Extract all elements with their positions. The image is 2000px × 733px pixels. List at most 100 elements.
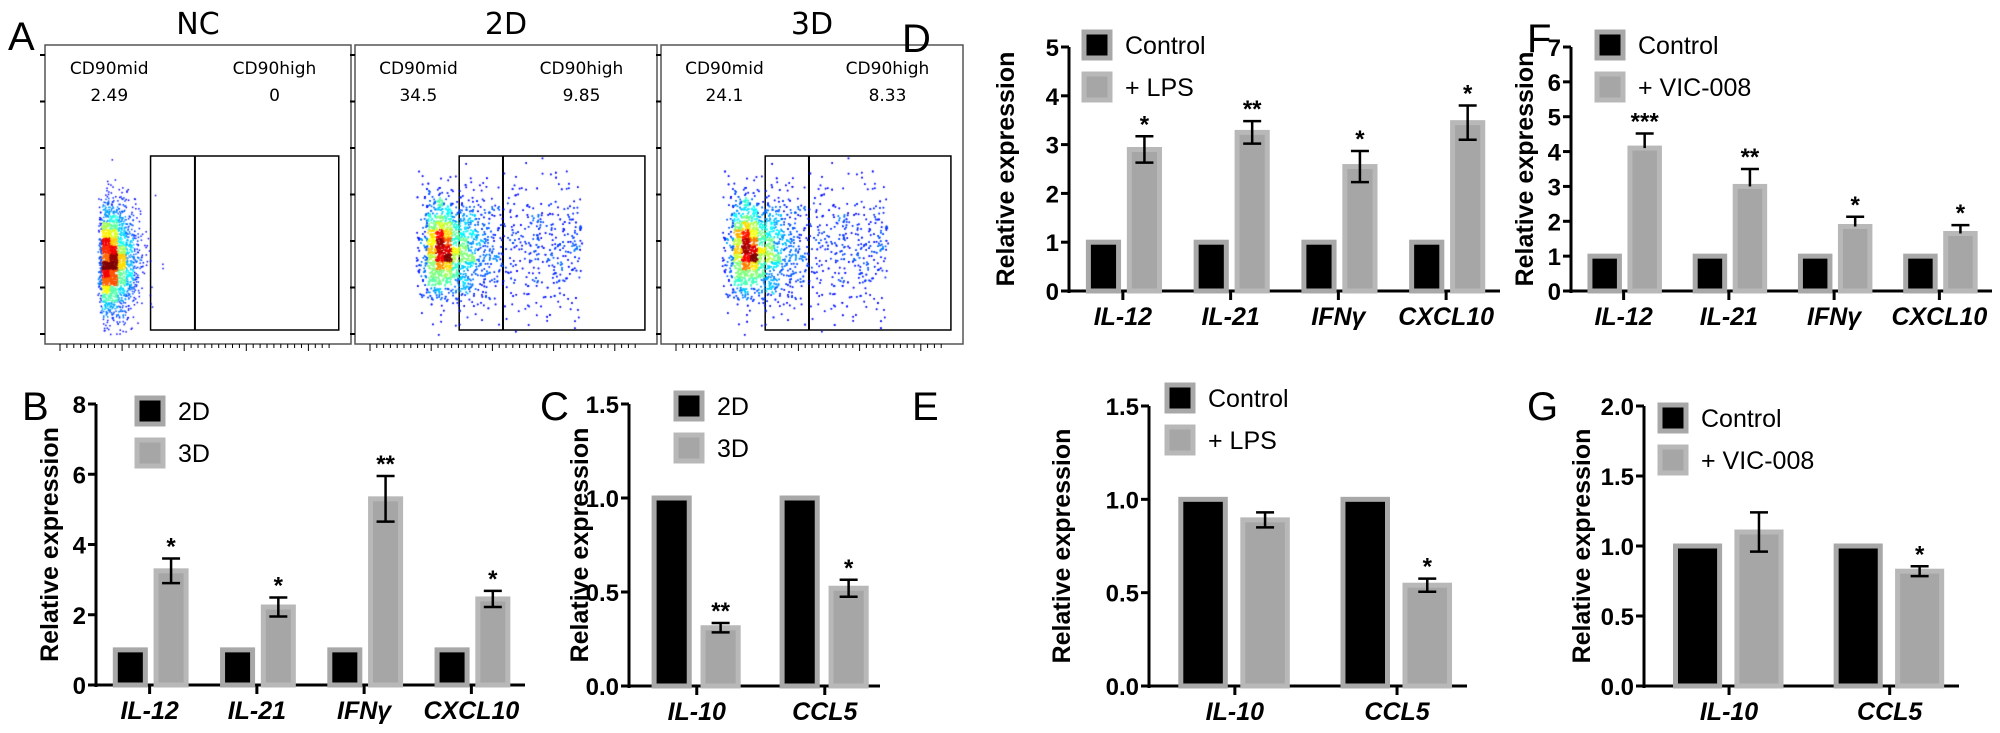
- panel-label: E: [912, 385, 939, 429]
- bar-control: [651, 495, 692, 689]
- y-tick-label: 0.0: [1601, 674, 1634, 701]
- category-label: CXCL10: [1398, 303, 1494, 331]
- category-label: CCL5: [1857, 698, 1923, 726]
- legend-label: 3D: [717, 435, 749, 463]
- legend-swatch: [1081, 71, 1113, 103]
- legend-label: Control: [1638, 32, 1719, 60]
- legend-label: + LPS: [1208, 427, 1277, 455]
- bar-control: [1692, 253, 1728, 294]
- category-label: IFNγ: [1311, 303, 1367, 331]
- bar-treatment: [475, 596, 511, 688]
- y-tick-label: 3: [1046, 133, 1059, 160]
- legend-label: + VIC-008: [1638, 74, 1751, 102]
- bar-chart-e: E 0.0 0.5 1.0 1.5 Relative expression IL-10 CCL…: [912, 382, 1467, 726]
- y-tick-label: 1: [1548, 244, 1561, 271]
- flow-plot-title: 3D: [791, 7, 833, 42]
- category-label: IFNγ: [1807, 303, 1863, 331]
- legend-label: + VIC-008: [1701, 447, 1814, 475]
- y-tick-label: 0: [1046, 279, 1059, 306]
- bar-treatment: [1895, 568, 1945, 689]
- y-tick-label: 5: [1046, 35, 1059, 62]
- y-axis-label: Relative expression: [566, 428, 594, 663]
- y-tick-label: 0.5: [1106, 581, 1139, 608]
- legend-label: 2D: [717, 393, 749, 421]
- significance-marker: *: [1956, 200, 1966, 227]
- y-tick-label: 0.0: [586, 674, 619, 701]
- category-label: IL-12: [120, 697, 178, 725]
- legend-label: Control: [1125, 32, 1206, 60]
- significance-marker: *: [1915, 541, 1925, 568]
- legend-swatch: [1164, 424, 1196, 456]
- category-label: IL-12: [1094, 303, 1152, 331]
- category-label: IL-21: [1201, 303, 1259, 331]
- bar-treatment: [1627, 145, 1662, 294]
- panel-label: F: [1527, 17, 1551, 61]
- bar-treatment: [1234, 129, 1270, 294]
- y-tick-label: 3: [1548, 174, 1561, 201]
- y-tick-label: 1.0: [1106, 487, 1139, 514]
- panel-label: B: [22, 385, 49, 429]
- bar-treatment: [700, 625, 741, 689]
- y-tick-label: 0.5: [586, 580, 619, 607]
- category-label: IL-21: [1700, 303, 1758, 331]
- legend-label: + LPS: [1125, 74, 1194, 102]
- significance-marker: ***: [1631, 108, 1660, 135]
- y-tick-label: 4: [1548, 140, 1562, 167]
- bar-control: [1193, 239, 1229, 294]
- y-axis-label: Relative expression: [36, 427, 64, 662]
- y-axis-label: Relative expression: [1511, 52, 1539, 287]
- significance-marker: **: [376, 451, 395, 478]
- category-label: CCL5: [792, 698, 858, 726]
- bar-treatment: [1450, 120, 1486, 294]
- y-axis-label: Relative expression: [992, 52, 1020, 287]
- significance-marker: *: [844, 555, 854, 582]
- legend-swatch: [134, 395, 166, 427]
- significance-marker: **: [1243, 96, 1262, 123]
- y-tick-label: 4: [73, 533, 87, 560]
- bar-control: [112, 647, 148, 688]
- bar-treatment: [1837, 224, 1873, 294]
- bar-chart-b: B 0 2 4 6 8 Relative expression IL-12 * IL-21 * IFN…: [22, 385, 525, 725]
- y-axis-label: Relative expression: [1048, 429, 1076, 664]
- legend-label: Control: [1701, 405, 1782, 433]
- bar-control: [434, 647, 470, 688]
- flow-plot-title: 2D: [485, 7, 527, 42]
- significance-marker: *: [488, 566, 498, 593]
- flow-scatter-dots: [355, 45, 657, 344]
- y-tick-label: 0: [1548, 279, 1561, 306]
- bar-treatment: [1240, 517, 1290, 689]
- bar-control: [1673, 543, 1723, 689]
- category-label: CXCL10: [1891, 303, 1987, 331]
- category-label: CXCL10: [423, 697, 519, 725]
- bar-control: [1085, 239, 1122, 294]
- y-tick-label: 4: [1046, 84, 1060, 111]
- legend-swatch: [1164, 382, 1196, 414]
- bar-treatment: [368, 496, 404, 688]
- flow-scatter-dots: [661, 45, 963, 344]
- y-axis-label: Relative expression: [1568, 429, 1596, 664]
- legend-swatch: [1594, 29, 1626, 61]
- y-tick-label: 6: [1548, 70, 1561, 97]
- y-tick-label: 5: [1548, 105, 1561, 132]
- flow-scatter-dots: [45, 45, 351, 344]
- legend-swatch: [673, 432, 705, 464]
- category-label: IL-10: [668, 698, 726, 726]
- y-tick-label: 0.0: [1106, 674, 1139, 701]
- y-tick-label: 0.5: [1601, 604, 1634, 631]
- legend-swatch: [1657, 444, 1689, 476]
- bar-treatment: [153, 568, 189, 688]
- y-tick-label: 2: [1046, 181, 1059, 208]
- category-label: IL-21: [228, 697, 286, 725]
- y-tick-label: 6: [73, 462, 86, 489]
- significance-marker: **: [1741, 144, 1760, 171]
- category-label: IFNγ: [337, 697, 393, 725]
- bar-control: [1178, 496, 1228, 689]
- flow-plot-title: NC: [176, 7, 219, 42]
- y-tick-label: 1.0: [586, 486, 619, 513]
- category-label: IL-12: [1594, 303, 1652, 331]
- significance-marker: **: [711, 598, 730, 625]
- legend-label: 2D: [178, 398, 210, 426]
